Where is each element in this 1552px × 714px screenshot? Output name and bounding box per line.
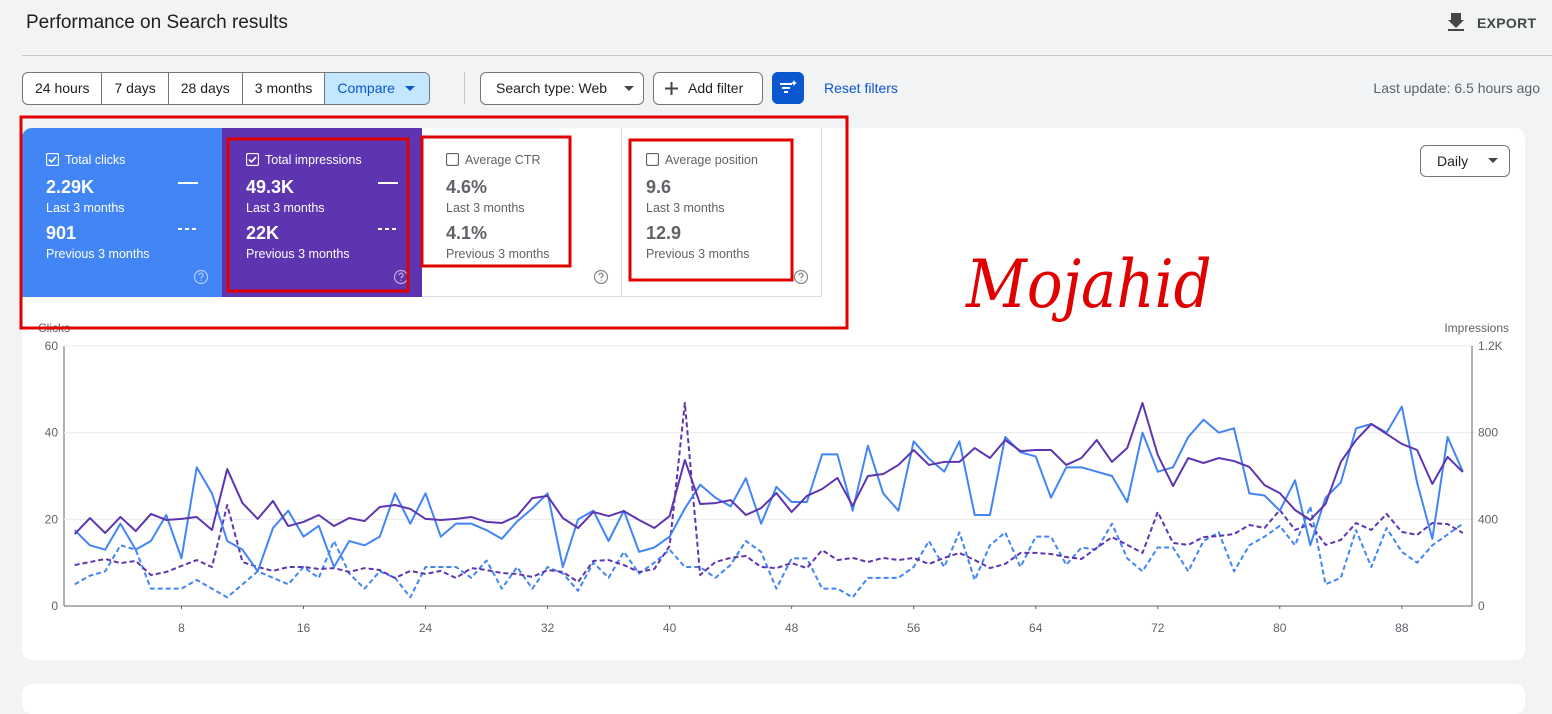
date-range-button[interactable]: 7 days: [102, 73, 169, 104]
current-period-line: [73, 401, 1464, 535]
divider: [22, 55, 1552, 56]
date-range-group: 24 hours 7 days 28 days 3 months Compare: [22, 72, 430, 105]
page: Performance on Search results EXPORT 24 …: [19, 12, 1552, 714]
reset-filters-link[interactable]: Reset filters: [824, 80, 898, 96]
y-tick-label: 0: [51, 599, 58, 613]
divider: [464, 72, 465, 104]
y-tick-label: 60: [45, 339, 59, 353]
dropdown-arrow: [404, 86, 415, 91]
granularity-dropdown[interactable]: Daily: [1420, 145, 1510, 177]
handwritten-annotation: Mojahid: [966, 246, 1212, 323]
search-type-label: Search type: Web: [496, 80, 608, 96]
y2-tick-label: 1.2K: [1478, 339, 1503, 353]
previous-period-line: [74, 505, 1464, 599]
add-filter-label: Add filter: [688, 80, 744, 96]
y2-axis-title: Impressions: [1444, 321, 1509, 335]
x-tick-label: 8: [178, 621, 185, 635]
x-tick-label: 80: [1273, 621, 1287, 635]
plus-icon: [665, 82, 678, 95]
y2-tick-label: 400: [1478, 512, 1498, 526]
granularity-label: Daily: [1437, 153, 1469, 169]
date-range-button[interactable]: Compare: [325, 73, 429, 104]
y-axis-title: Clicks: [38, 321, 70, 335]
download-icon[interactable]: [1448, 13, 1464, 31]
date-range-button[interactable]: 28 days: [169, 73, 243, 104]
y2-tick-label: 800: [1478, 426, 1498, 440]
x-tick-label: 48: [785, 621, 799, 635]
dropdown-arrow: [1488, 158, 1498, 163]
date-range-button[interactable]: 3 months: [243, 73, 326, 104]
x-tick-label: 32: [541, 621, 555, 635]
x-tick-label: 64: [1029, 621, 1043, 635]
x-tick-label: 40: [663, 621, 677, 635]
previous-period-line: [74, 401, 1464, 583]
y-tick-label: 20: [45, 512, 59, 526]
x-tick-label: 56: [907, 621, 921, 635]
x-tick-label: 88: [1395, 621, 1409, 635]
dropdown-arrow: [624, 86, 634, 91]
y2-tick-label: 0: [1478, 599, 1485, 613]
date-range-button[interactable]: 24 hours: [23, 73, 103, 104]
export-button[interactable]: EXPORT: [1477, 15, 1537, 31]
filter-settings-button[interactable]: [772, 72, 804, 104]
y-tick-label: 40: [45, 426, 59, 440]
x-tick-label: 72: [1151, 621, 1165, 635]
date-range-label: Compare: [337, 80, 395, 96]
last-update: Last update: 6.5 hours ago: [1373, 80, 1540, 96]
x-tick-label: 16: [297, 621, 311, 635]
current-period-line: [73, 405, 1464, 573]
page-title: Performance on Search results: [26, 12, 288, 33]
x-tick-label: 24: [419, 621, 433, 635]
chart: Clicks Impressions 0 20 40 60 0 400 800 1.2K 8 16…: [38, 321, 1509, 635]
add-filter-button[interactable]: Add filter: [653, 72, 763, 105]
search-type-dropdown[interactable]: Search type: Web: [480, 72, 644, 105]
